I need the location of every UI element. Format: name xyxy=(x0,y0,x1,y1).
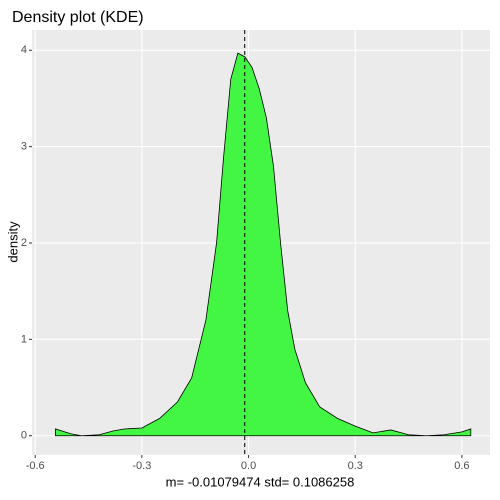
y-tick-label: 0 xyxy=(21,430,27,442)
y-tick-label: 1 xyxy=(21,333,27,345)
x-tick-label: 0.3 xyxy=(348,460,363,472)
x-tick-label: -0.3 xyxy=(132,460,151,472)
y-tick-label: 4 xyxy=(21,44,27,56)
y-tick-label: 3 xyxy=(21,141,27,153)
y-axis-title: density xyxy=(5,221,20,263)
chart-title: Density plot (KDE) xyxy=(12,9,144,26)
x-tick-label: 0.0 xyxy=(241,460,256,472)
x-axis-title: m= -0.01079474 std= 0.1086258 xyxy=(166,474,355,489)
x-tick-label: 0.6 xyxy=(454,460,469,472)
y-tick-label: 2 xyxy=(21,237,27,249)
x-tick-label: -0.6 xyxy=(26,460,45,472)
density-area xyxy=(55,52,472,437)
